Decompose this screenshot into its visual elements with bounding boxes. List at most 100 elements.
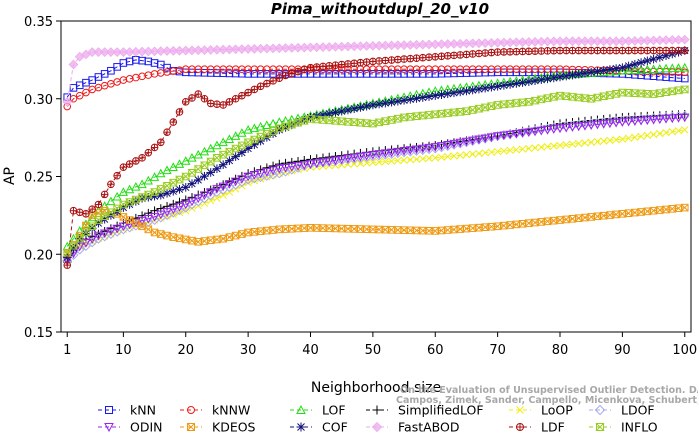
data-point	[606, 46, 614, 55]
data-point	[574, 122, 584, 132]
legend-item-knn: kNN	[98, 403, 156, 418]
data-point	[555, 72, 565, 82]
data-point	[68, 59, 79, 70]
legend-marker	[104, 423, 114, 433]
data-point	[673, 114, 684, 123]
data-point	[231, 144, 241, 153]
data-point	[150, 143, 159, 152]
data-point	[481, 149, 489, 157]
data-point	[100, 229, 110, 239]
legend-item-cof: COF	[290, 420, 348, 434]
data-point	[537, 143, 545, 151]
series-kdeos	[63, 203, 689, 259]
data-point	[124, 220, 135, 230]
data-point	[168, 178, 178, 187]
data-point	[611, 113, 621, 123]
data-point	[549, 73, 559, 83]
legend-marker	[372, 405, 382, 415]
data-point	[443, 140, 453, 150]
data-point	[418, 111, 428, 120]
data-point	[412, 94, 421, 103]
data-point	[606, 136, 614, 145]
data-point	[306, 63, 315, 72]
data-point	[630, 59, 640, 69]
data-point	[649, 46, 658, 55]
data-point	[656, 129, 664, 138]
data-point	[493, 147, 502, 156]
data-point	[593, 67, 602, 76]
legend-marker	[516, 423, 524, 431]
data-point	[474, 135, 484, 145]
data-point	[324, 109, 334, 118]
data-point	[349, 104, 359, 114]
data-point	[355, 152, 366, 162]
data-point	[131, 197, 141, 206]
data-point	[169, 210, 177, 219]
data-point	[581, 139, 589, 147]
data-point	[399, 96, 409, 105]
data-point	[612, 46, 620, 55]
data-point	[394, 156, 402, 165]
data-point	[624, 46, 633, 55]
data-point	[549, 46, 558, 55]
data-point	[667, 63, 677, 73]
data-point	[199, 146, 210, 156]
data-point	[518, 47, 527, 56]
data-point	[661, 115, 671, 124]
data-point	[443, 52, 452, 60]
data-point	[431, 52, 440, 61]
y-axis: 0.15 0.20 0.25 0.30 0.35	[24, 15, 61, 341]
data-point	[462, 151, 471, 159]
data-point	[374, 150, 384, 159]
legend-label: SimplifiedLOF	[398, 403, 484, 418]
data-point	[187, 179, 197, 188]
data-point	[525, 144, 533, 153]
data-point	[368, 100, 378, 110]
data-point	[419, 155, 427, 163]
series-ldf	[63, 46, 689, 269]
data-point	[480, 134, 490, 144]
data-point	[193, 175, 203, 185]
data-point	[374, 99, 384, 109]
data-point	[249, 173, 260, 184]
series-line	[66, 129, 685, 255]
data-point	[163, 231, 171, 240]
data-point	[512, 146, 521, 154]
data-point	[524, 77, 534, 86]
data-point	[237, 128, 247, 137]
data-point	[456, 151, 464, 160]
x-tick-label: 70	[489, 343, 506, 358]
watermark-line-2: Campos, Zimek, Sander, Campello, Micenko…	[396, 395, 698, 406]
data-point	[662, 128, 670, 137]
y-tick-label: 0.15	[24, 326, 53, 341]
data-point	[369, 57, 377, 66]
data-point	[156, 168, 166, 178]
data-point	[537, 47, 546, 55]
data-point	[443, 89, 453, 99]
data-point	[606, 211, 614, 219]
data-point	[200, 171, 209, 181]
x-tick-label: 80	[552, 343, 569, 358]
data-point	[623, 117, 634, 127]
data-point	[462, 50, 471, 59]
data-point	[243, 124, 253, 134]
data-point	[262, 168, 272, 177]
data-point	[356, 159, 365, 168]
data-point	[62, 248, 72, 257]
data-point	[356, 58, 365, 67]
data-point	[362, 151, 372, 161]
data-point	[324, 157, 334, 167]
data-point	[68, 241, 78, 250]
legend-item-inflo: INFLO	[589, 420, 658, 434]
data-point	[462, 86, 471, 96]
data-point	[499, 131, 509, 141]
data-point	[218, 137, 228, 147]
data-point	[255, 172, 266, 183]
data-point	[312, 224, 321, 232]
legend-item-simplifiedlof: SimplifiedLOF	[366, 403, 484, 418]
data-point	[449, 88, 459, 98]
data-point	[381, 56, 390, 65]
data-point	[636, 116, 646, 126]
series-line	[66, 113, 685, 263]
